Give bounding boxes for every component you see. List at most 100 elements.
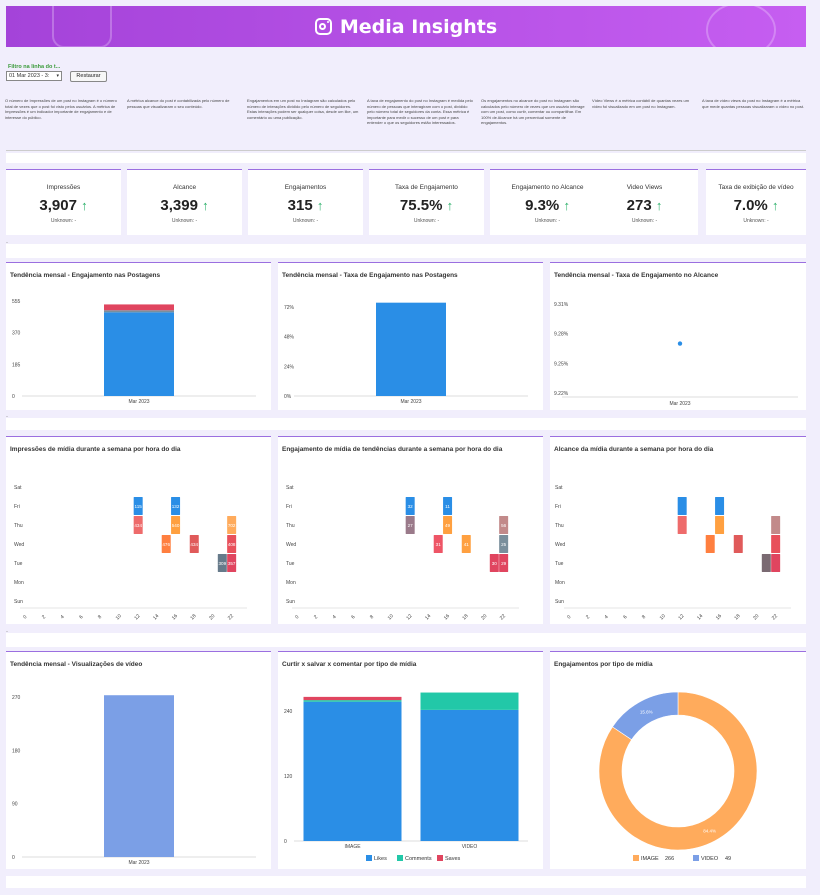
legend-label: Likes [374, 856, 387, 862]
cell-label: 702 [228, 523, 236, 528]
kpi-value: 9.3% [525, 197, 560, 214]
y-tick-label: 0 [284, 839, 287, 845]
separator-dash: - [6, 629, 8, 635]
date-range-value: 01 Mar 2023 - 3: [9, 73, 50, 79]
arrow-up-icon: ↑ [202, 198, 209, 213]
x-tick-label: 4 [332, 614, 338, 620]
date-range-select[interactable]: 01 Mar 2023 - 3: ▾ [6, 71, 62, 81]
kpi-taxa-engajamento: Taxa de Engajamento 75.5% ↑ Unknown: - [369, 169, 484, 235]
x-tick-label: Mar 2023 [128, 399, 149, 405]
description-video-views: Vídeo Views é a métrica contábil de quan… [592, 98, 690, 109]
x-tick-label: 8 [97, 614, 103, 620]
spacer-bar [6, 876, 806, 888]
x-tick-label: 22 [771, 613, 779, 621]
cell-label: 29 [501, 561, 507, 566]
heatmap-cell [677, 516, 687, 534]
heatmap-cell [715, 497, 725, 515]
x-tick-label: 14 [424, 613, 432, 621]
chart-svg: 84.4% 15.6% IMAGE 266 VIDEO 49 [598, 691, 758, 862]
y-tick-label: Thu [555, 523, 564, 529]
bar [303, 696, 402, 701]
bar [104, 310, 174, 313]
kpi-sub: Unknown: - [743, 218, 769, 224]
cell-label: 132 [172, 504, 180, 509]
spacer-bar [6, 418, 806, 430]
cell-label: 25 [501, 542, 507, 547]
legend-value: 266 [665, 856, 674, 862]
separator-dash: - [6, 240, 8, 246]
x-tick-label: 2 [313, 614, 319, 620]
chart-title: Impressões de mídia durante a semana por… [10, 446, 181, 453]
y-tick-label: Sat [14, 485, 22, 491]
x-tick-label: 10 [387, 613, 395, 621]
kpi-impressoes: Impressões 3,907 ↑ Unknown: - [6, 169, 121, 235]
kpi-label: Engajamento no Alcance [511, 184, 584, 191]
heatmap-panel-alcance: Alcance da mídia durante a semana por ho… [550, 436, 806, 624]
x-tick-label: 22 [499, 613, 507, 621]
y-tick-label: Sun [286, 599, 295, 605]
bar [420, 692, 519, 710]
chart-panel-engajamentos-tipo: Engajamentos por tipo de mídia 84.4% 15.6… [550, 651, 806, 869]
y-tick-label: Mon [14, 580, 24, 586]
reset-button[interactable]: Restaurar [70, 71, 107, 82]
chart-panel-engajamento-alcance: Tendência mensal - Taxa de Engajamento n… [550, 262, 806, 410]
heatmap-cell [443, 516, 453, 534]
heatmap-cell [499, 535, 509, 553]
bar [420, 709, 519, 841]
heatmap-cell [133, 497, 143, 515]
heatmap-cell [133, 516, 143, 534]
kpi-sub: Unknown: - [534, 218, 561, 224]
y-tick-label: 72% [284, 305, 295, 311]
chart-title: Tendência mensal - Engajamento nas Posta… [10, 272, 161, 279]
x-tick-label: 18 [733, 613, 741, 621]
x-tick-label: VIDEO [462, 844, 478, 850]
y-tick-label: 9.22% [554, 391, 569, 397]
chart-panel-curtir-salvar-comentar: Curtir x salvar x comentar por tipo de m… [278, 651, 543, 869]
chart-svg: 0 120 240 IMAGE VIDEO Likes Comments Saves [284, 692, 528, 862]
y-tick-label: Fri [14, 504, 20, 510]
chart-title: Tendência mensal - Visualizações de víde… [10, 661, 143, 668]
cell-label: 476 [162, 542, 170, 547]
y-tick-label: Thu [14, 523, 23, 529]
chart-svg: 0% 24% 48% 72% Mar 2023 [284, 302, 528, 405]
legend-label: IMAGE [641, 856, 659, 862]
heatmap-cell [443, 497, 453, 515]
chart-title: Engajamentos por tipo de mídia [554, 661, 653, 668]
heatmap-cell [771, 516, 781, 534]
kpi-label: Alcance [172, 184, 197, 191]
x-tick-label: 20 [752, 613, 760, 621]
heatmap-cell [217, 554, 227, 572]
y-tick-label: 370 [12, 331, 21, 337]
heatmap-cell [171, 497, 181, 515]
kpi-value: 273 [626, 197, 652, 214]
y-tick-label: 9.25% [554, 361, 569, 367]
kpi-value: 315 [287, 197, 313, 214]
legend-swatch [397, 855, 403, 861]
heatmap-panel-impressoes: Impressões de mídia durante a semana por… [6, 436, 271, 624]
cell-label: 434 [190, 542, 198, 547]
spacer-bar [6, 244, 806, 258]
kpi-value: 3,907 [39, 197, 77, 214]
arrow-up-icon: ↑ [316, 198, 324, 213]
y-tick-label: Fri [555, 504, 561, 510]
y-tick-label: Tue [286, 561, 295, 567]
x-tick-label: 6 [622, 614, 628, 620]
kpi-alcance: Alcance 3,399 ↑ Unknown: - [127, 169, 242, 235]
x-tick-label: 0 [294, 614, 300, 620]
heatmap-cell [227, 535, 237, 553]
x-tick-label: 18 [189, 613, 197, 621]
heatmap-cell [227, 516, 237, 534]
kpi-value: 75.5% [399, 197, 443, 214]
kpi-value: 7.0% [733, 197, 768, 214]
heatmap-cell [499, 554, 509, 572]
legend-label: Comments [405, 856, 432, 862]
chevron-down-icon: ▾ [56, 73, 59, 79]
cell-label: 540 [172, 523, 180, 528]
x-tick-label: 20 [480, 613, 488, 621]
heatmap-cell [161, 535, 171, 553]
arrow-up-icon: ↑ [655, 198, 663, 213]
heatmap-cell [733, 535, 743, 553]
x-tick-label: 12 [677, 613, 685, 621]
kpi-value: 3,399 [160, 197, 198, 214]
x-tick-label: 4 [60, 614, 66, 620]
